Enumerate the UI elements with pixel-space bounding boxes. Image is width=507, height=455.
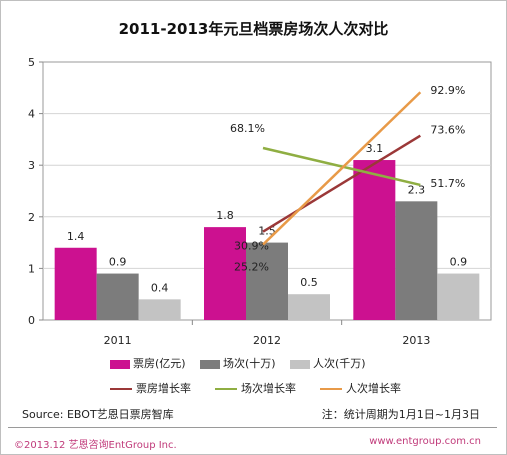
legend-item-2: 人次增长率 xyxy=(320,380,401,398)
legend-label: 场次(十万) xyxy=(223,357,276,370)
bar-2012-series-1 xyxy=(246,242,288,320)
bar-value-label: 0.9 xyxy=(109,256,127,269)
bar-2011-series-0 xyxy=(54,247,97,320)
legend-item-0: 票房(亿元) xyxy=(110,355,186,373)
legend-item-2: 人次(千万) xyxy=(290,355,366,373)
copyright-text: ©2013.12 艺恩咨询EntGroup Inc. xyxy=(14,440,177,451)
growth-line-0 xyxy=(262,134,421,233)
chart-title: 2011-2013年元旦档票房场次人次对比 xyxy=(118,20,389,38)
period-note: 注：统计周期为1月1日~1月3日 xyxy=(321,408,480,421)
bar-2013-series-1 xyxy=(395,201,438,320)
legend-swatch xyxy=(200,359,220,369)
bar-2013-series-0 xyxy=(353,160,396,320)
legend-line-swatch xyxy=(215,388,237,390)
legend-item-1: 场次增长率 xyxy=(215,380,296,398)
bar-2013-series-2 xyxy=(437,273,480,320)
legend-lines: 票房增长率 场次增长率 人次增长率 xyxy=(110,380,480,398)
growth-label: 51.7% xyxy=(430,177,465,190)
y-tick-label: 3 xyxy=(28,159,35,172)
bar-value-label: 2.3 xyxy=(408,183,426,196)
x-tick-label: 2011 xyxy=(104,334,132,347)
legend-bars: 票房(亿元) 场次(十万) 人次(千万) xyxy=(110,355,480,373)
bar-2011-series-2 xyxy=(138,299,181,320)
x-tick-label: 2012 xyxy=(253,334,281,347)
footer-divider xyxy=(8,427,497,428)
bar-2011-series-1 xyxy=(96,273,139,320)
legend-line-swatch xyxy=(110,388,132,390)
bar-value-label: 1.8 xyxy=(216,209,234,222)
y-tick-label: 5 xyxy=(28,56,35,69)
legend-label: 人次(千万) xyxy=(313,357,366,370)
growth-label: 25.2% xyxy=(234,261,269,274)
growth-line-1 xyxy=(262,146,421,187)
website-link[interactable]: www.entgroup.com.cn xyxy=(369,436,481,447)
growth-label: 92.9% xyxy=(430,84,465,97)
legend-label: 场次增长率 xyxy=(241,382,296,395)
y-tick-label: 2 xyxy=(28,211,35,224)
bar-value-label: 1.4 xyxy=(67,230,85,243)
y-tick-label: 1 xyxy=(28,262,35,275)
legend-item-1: 场次(十万) xyxy=(200,355,276,373)
legend-label: 票房(亿元) xyxy=(133,357,186,370)
legend-label: 票房增长率 xyxy=(136,382,191,395)
legend-swatch xyxy=(290,359,310,369)
bar-value-label: 0.9 xyxy=(450,256,468,269)
growth-label: 68.1% xyxy=(230,122,265,135)
y-tick-label: 4 xyxy=(28,108,35,121)
legend-swatch xyxy=(110,359,130,369)
source-note: Source: EBOT艺恩日票房智库 xyxy=(22,408,174,421)
x-tick-label: 2013 xyxy=(402,334,430,347)
legend-item-0: 票房增长率 xyxy=(110,380,191,398)
bar-2012-series-0 xyxy=(204,227,246,320)
growth-line-2 xyxy=(262,91,422,246)
bar-value-label: 0.5 xyxy=(300,276,318,289)
bar-value-label: 3.1 xyxy=(366,142,384,155)
legend-line-swatch xyxy=(320,388,342,390)
y-tick-label: 0 xyxy=(28,314,35,327)
bar-2012-series-2 xyxy=(288,294,330,320)
growth-label: 73.6% xyxy=(430,124,465,137)
legend-label: 人次增长率 xyxy=(346,382,401,395)
bar-value-label: 0.4 xyxy=(151,281,169,294)
growth-label: 30.9% xyxy=(234,240,269,253)
